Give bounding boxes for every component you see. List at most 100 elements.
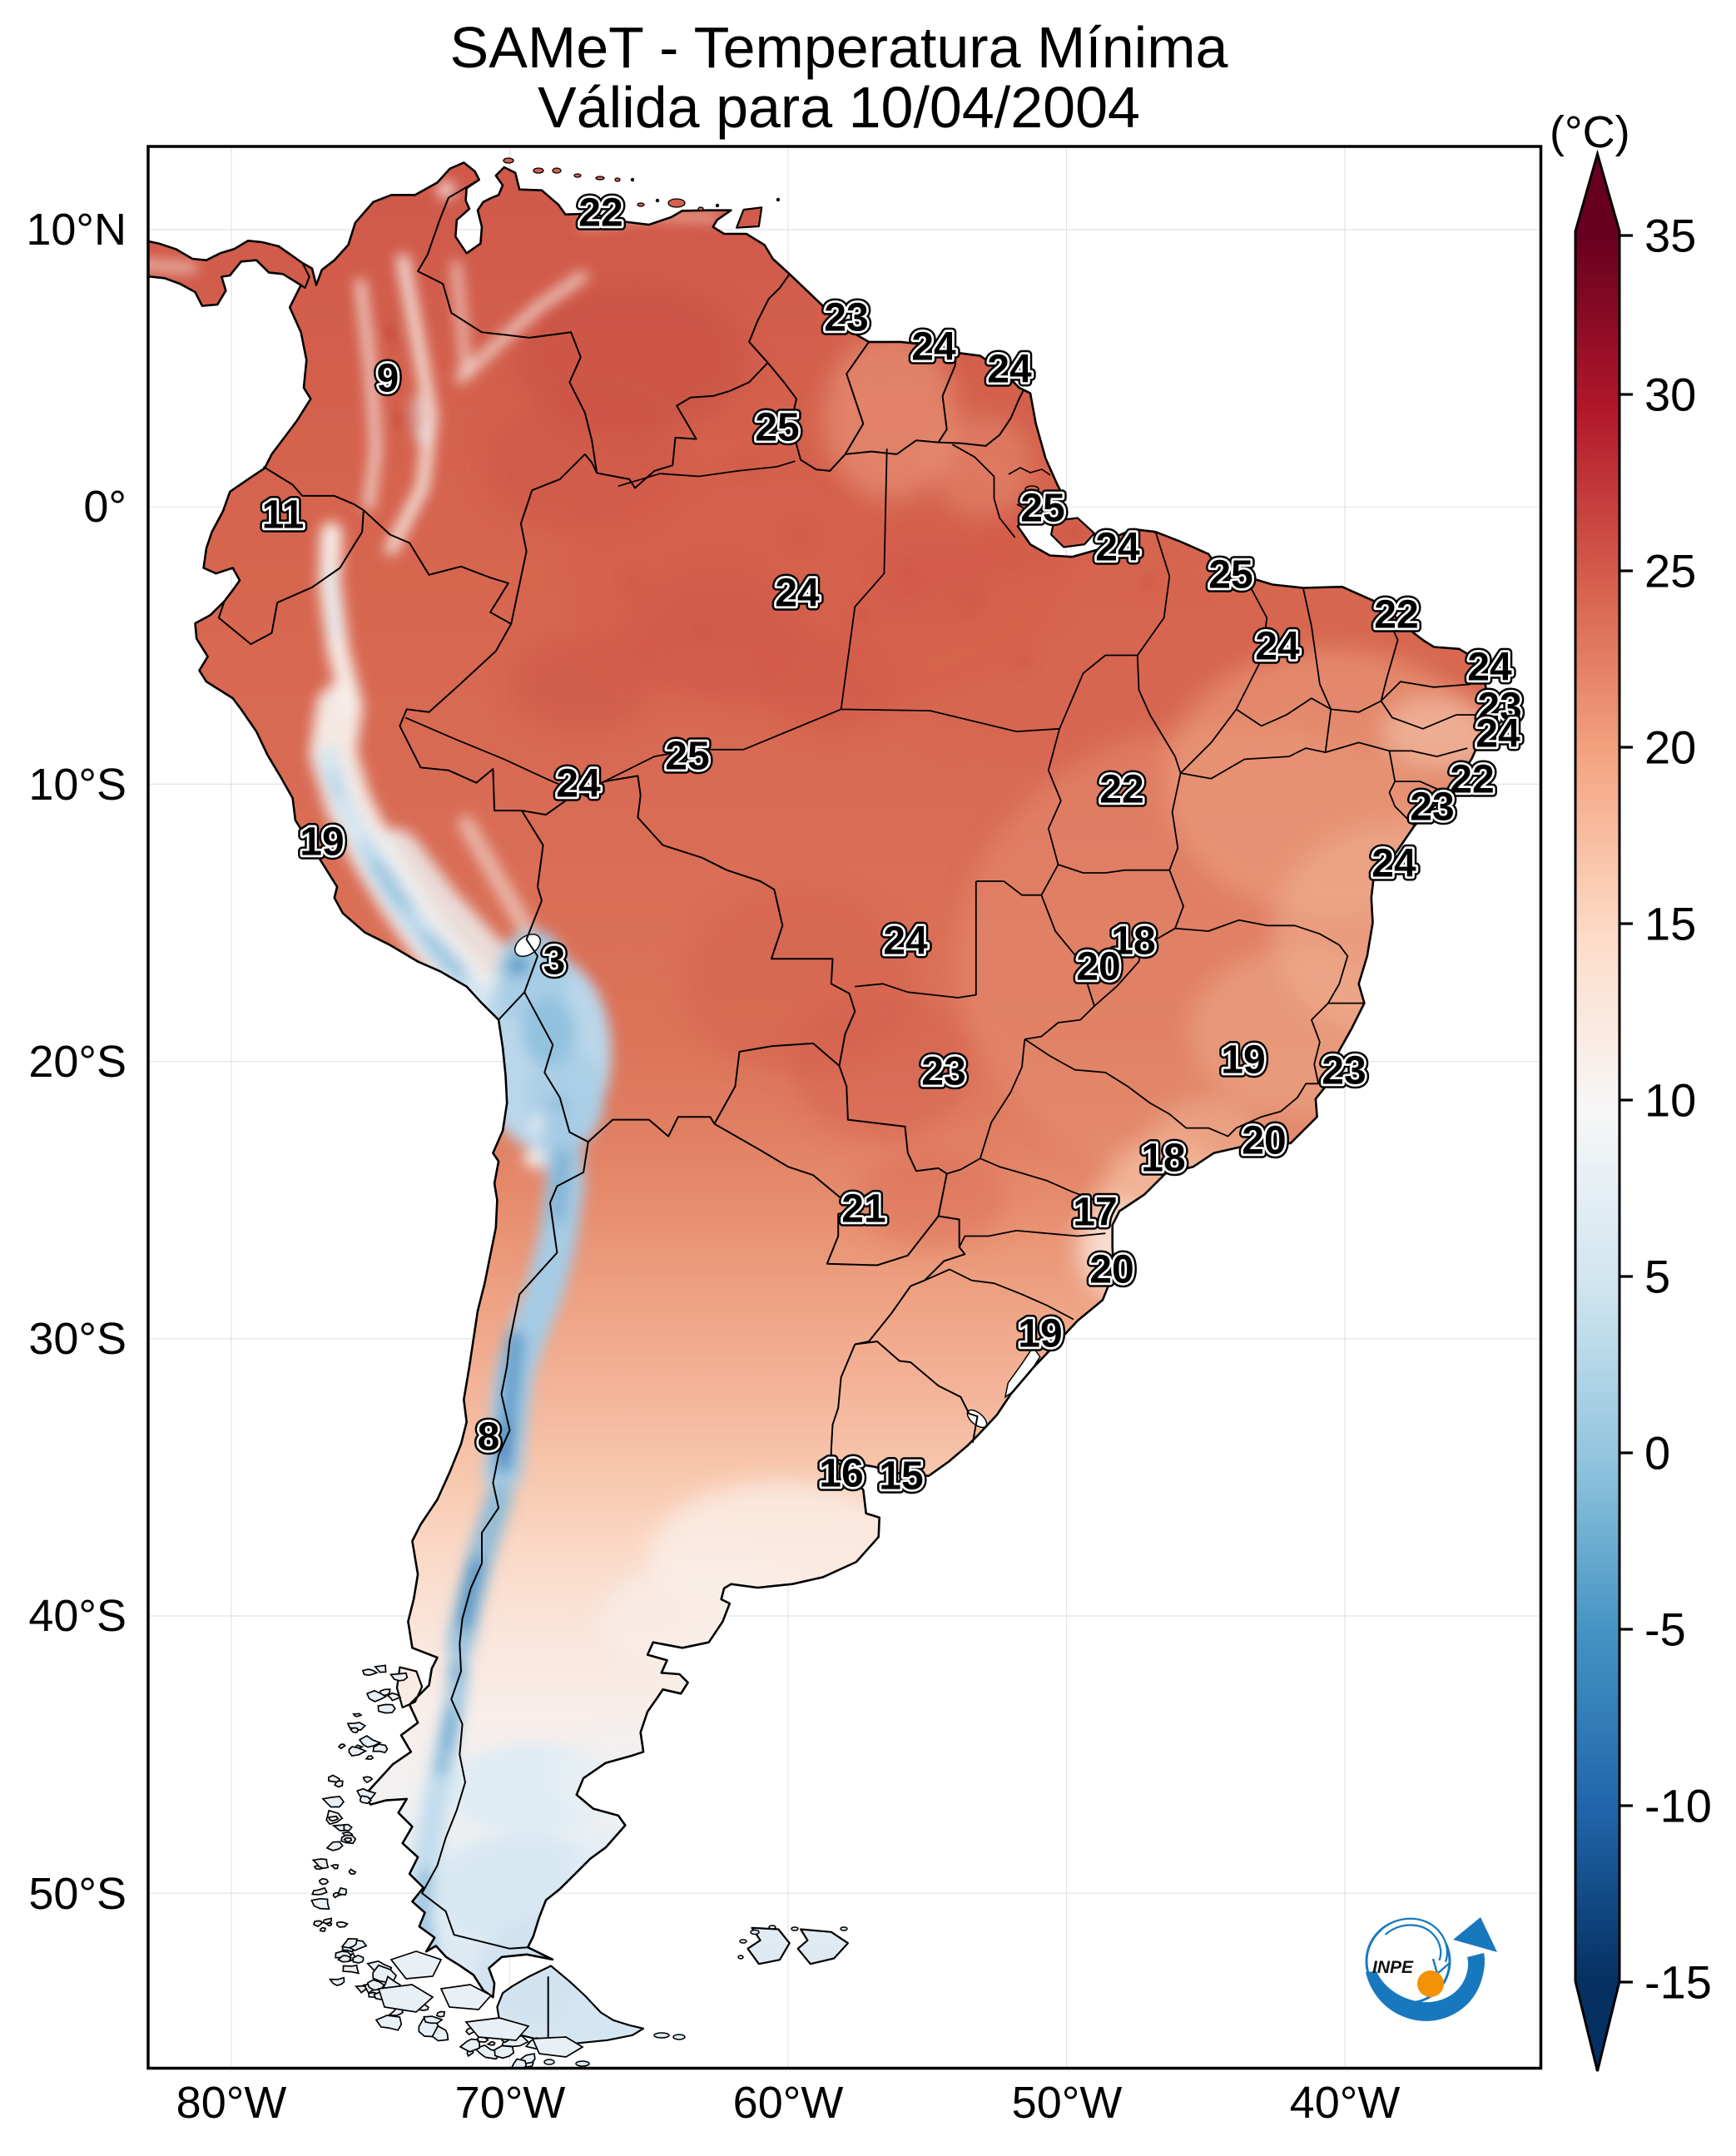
svg-text:19: 19 bbox=[1221, 1038, 1265, 1083]
svg-text:18: 18 bbox=[1111, 919, 1155, 964]
svg-text:21: 21 bbox=[841, 1187, 885, 1232]
svg-text:23: 23 bbox=[1410, 786, 1454, 830]
svg-text:0: 0 bbox=[1644, 1427, 1670, 1479]
svg-text:(°C): (°C) bbox=[1550, 107, 1630, 157]
svg-text:9: 9 bbox=[377, 357, 399, 401]
svg-text:3: 3 bbox=[543, 939, 566, 984]
svg-text:24: 24 bbox=[883, 919, 928, 964]
svg-text:20: 20 bbox=[1242, 1119, 1286, 1163]
svg-text:-5: -5 bbox=[1644, 1603, 1686, 1656]
svg-text:24: 24 bbox=[556, 762, 601, 806]
svg-text:22: 22 bbox=[1450, 758, 1494, 802]
svg-text:24: 24 bbox=[1255, 625, 1300, 669]
svg-text:15: 15 bbox=[879, 1455, 923, 1499]
svg-text:25: 25 bbox=[1644, 545, 1696, 597]
svg-text:21: 21 bbox=[841, 1187, 885, 1232]
svg-text:15: 15 bbox=[879, 1455, 923, 1499]
svg-text:25: 25 bbox=[1020, 487, 1064, 531]
svg-text:23: 23 bbox=[1322, 1049, 1366, 1093]
svg-text:5: 5 bbox=[1644, 1251, 1670, 1303]
svg-text:20: 20 bbox=[1242, 1119, 1286, 1163]
svg-text:23: 23 bbox=[824, 296, 868, 340]
svg-text:18: 18 bbox=[1111, 919, 1155, 964]
svg-text:17: 17 bbox=[1073, 1191, 1117, 1235]
svg-text:17: 17 bbox=[1073, 1191, 1117, 1235]
svg-text:22: 22 bbox=[1374, 593, 1418, 637]
svg-text:INPE: INPE bbox=[1372, 1958, 1414, 1977]
svg-text:24: 24 bbox=[775, 572, 820, 616]
svg-text:24: 24 bbox=[987, 348, 1032, 392]
svg-text:25: 25 bbox=[755, 406, 799, 450]
svg-text:24: 24 bbox=[1467, 646, 1512, 690]
svg-text:24: 24 bbox=[1467, 646, 1512, 690]
svg-text:11: 11 bbox=[262, 493, 305, 538]
svg-text:22: 22 bbox=[578, 191, 622, 235]
svg-text:24: 24 bbox=[987, 348, 1032, 392]
svg-text:22: 22 bbox=[578, 191, 622, 235]
svg-text:30: 30 bbox=[1644, 369, 1696, 421]
svg-text:24: 24 bbox=[1476, 712, 1520, 756]
svg-text:24: 24 bbox=[1255, 625, 1300, 669]
svg-text:8: 8 bbox=[478, 1415, 500, 1460]
svg-text:25: 25 bbox=[1020, 487, 1064, 531]
svg-text:11: 11 bbox=[262, 493, 305, 538]
svg-text:20: 20 bbox=[1089, 1248, 1133, 1292]
svg-text:24: 24 bbox=[1371, 842, 1416, 886]
svg-text:23: 23 bbox=[824, 296, 868, 340]
svg-text:18: 18 bbox=[1111, 919, 1155, 964]
svg-text:70°W: 70°W bbox=[455, 2078, 566, 2128]
svg-text:25: 25 bbox=[755, 406, 799, 450]
svg-text:23: 23 bbox=[1322, 1049, 1366, 1093]
svg-text:16: 16 bbox=[819, 1452, 863, 1496]
svg-text:21: 21 bbox=[841, 1187, 885, 1232]
svg-text:-10: -10 bbox=[1644, 1780, 1712, 1832]
svg-text:9: 9 bbox=[377, 357, 399, 401]
svg-text:19: 19 bbox=[300, 820, 344, 865]
svg-text:24: 24 bbox=[911, 325, 956, 369]
svg-text:24: 24 bbox=[1371, 842, 1416, 886]
svg-text:22: 22 bbox=[1099, 768, 1143, 812]
svg-text:16: 16 bbox=[819, 1452, 863, 1496]
svg-text:23: 23 bbox=[824, 296, 868, 340]
svg-text:22: 22 bbox=[1099, 768, 1143, 812]
svg-text:23: 23 bbox=[1322, 1049, 1366, 1093]
svg-text:19: 19 bbox=[1221, 1038, 1265, 1083]
svg-text:19: 19 bbox=[1018, 1312, 1062, 1356]
svg-text:24: 24 bbox=[883, 919, 928, 964]
svg-text:15: 15 bbox=[879, 1455, 923, 1499]
svg-text:25: 25 bbox=[1208, 553, 1252, 597]
svg-text:25: 25 bbox=[665, 735, 709, 779]
svg-text:24: 24 bbox=[1095, 526, 1140, 570]
svg-text:24: 24 bbox=[556, 762, 601, 806]
svg-text:22: 22 bbox=[1374, 593, 1418, 637]
svg-text:24: 24 bbox=[883, 919, 928, 964]
svg-text:20: 20 bbox=[1242, 1119, 1286, 1163]
svg-text:15: 15 bbox=[1644, 898, 1696, 950]
svg-text:24: 24 bbox=[1255, 625, 1300, 669]
svg-text:17: 17 bbox=[1073, 1191, 1117, 1235]
svg-text:22: 22 bbox=[578, 191, 622, 235]
svg-text:22: 22 bbox=[1374, 593, 1418, 637]
svg-text:25: 25 bbox=[665, 735, 709, 779]
svg-text:9: 9 bbox=[377, 357, 399, 401]
svg-text:16: 16 bbox=[819, 1452, 863, 1496]
svg-text:3: 3 bbox=[543, 939, 566, 984]
svg-text:24: 24 bbox=[1095, 526, 1140, 570]
svg-text:19: 19 bbox=[1018, 1312, 1062, 1356]
svg-text:80°W: 80°W bbox=[176, 2078, 287, 2128]
svg-text:20: 20 bbox=[1644, 721, 1696, 774]
svg-text:24: 24 bbox=[775, 572, 820, 616]
svg-text:20°S: 20°S bbox=[28, 1037, 126, 1087]
svg-text:24: 24 bbox=[1371, 842, 1416, 886]
svg-text:20: 20 bbox=[1089, 1248, 1133, 1292]
svg-text:50°W: 50°W bbox=[1012, 2078, 1123, 2128]
svg-text:Válida para 10/04/2004: Válida para 10/04/2004 bbox=[538, 75, 1140, 140]
svg-text:20: 20 bbox=[1076, 945, 1120, 989]
svg-text:8: 8 bbox=[478, 1415, 500, 1460]
svg-text:24: 24 bbox=[775, 572, 820, 616]
svg-text:18: 18 bbox=[1141, 1137, 1185, 1181]
svg-text:40°S: 40°S bbox=[28, 1591, 126, 1641]
svg-text:11: 11 bbox=[262, 493, 305, 538]
svg-text:23: 23 bbox=[1410, 786, 1454, 830]
svg-text:50°S: 50°S bbox=[28, 1869, 126, 1919]
